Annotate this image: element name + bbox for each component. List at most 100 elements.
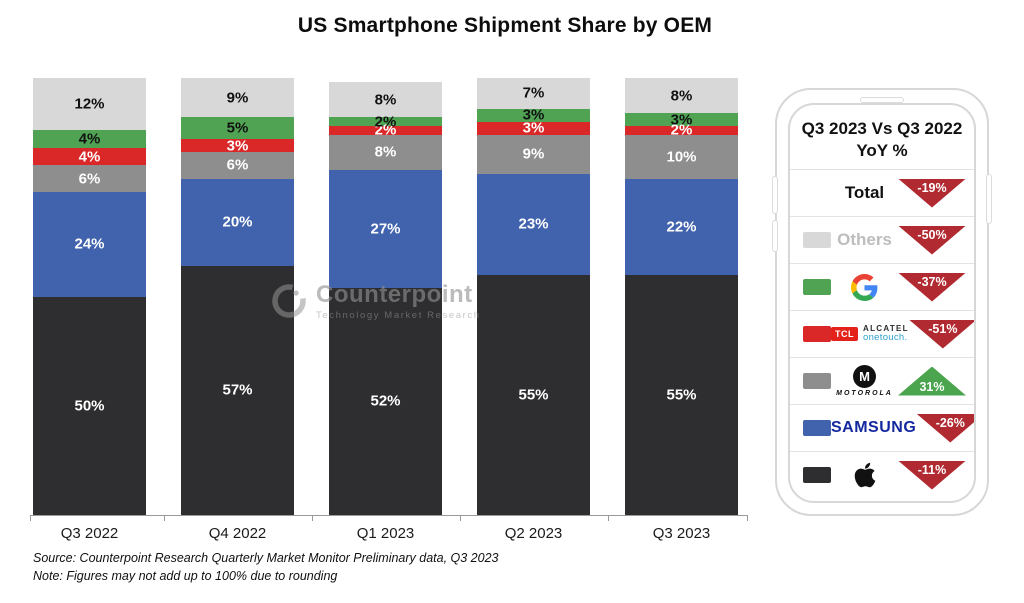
segment-value-label: 5% (226, 119, 249, 137)
total-label: Total (844, 183, 885, 202)
yoy-down-triangle: -37% (898, 272, 966, 302)
x-axis-label: Q2 2023 (504, 525, 563, 542)
bar-segment-motorola: 8% (329, 134, 442, 170)
bar-segment-others: 8% (329, 82, 442, 118)
axis-tick (747, 515, 748, 521)
segment-value-label: 27% (370, 220, 401, 238)
bar-segment-samsung: 24% (33, 191, 146, 297)
stacked-bar: 52% 27% 8% 2% 2% 8% (329, 82, 442, 515)
yoy-value: -11% (917, 462, 947, 477)
note-text: Note: Figures may not add up to 100% due… (33, 569, 338, 584)
yoy-down-triangle: -51% (908, 319, 974, 349)
segment-value-label: 23% (518, 215, 549, 233)
bar-segment-google: 3% (625, 111, 738, 129)
x-axis-label: Q3 2023 (652, 525, 711, 542)
segment-value-label: 57% (222, 381, 253, 399)
bar-segment-tcl: 2% (329, 123, 442, 138)
panel-row-tcl-alcatel: TCL ALCATEL onetouch. -51% (790, 310, 974, 357)
stacked-bar: 55% 22% 10% 2% 3% 8% (625, 78, 738, 515)
panel-row-google: -37% (790, 263, 974, 310)
yoy-down-triangle: -50% (898, 225, 966, 255)
bar-segment-tcl: 2% (625, 121, 738, 139)
panel-title: Q3 2023 Vs Q3 2022 YoY % (790, 105, 974, 169)
segment-value-label: 8% (670, 87, 693, 105)
bar-segment-samsung: 20% (181, 178, 294, 266)
yoy-up-triangle: 31% (898, 366, 966, 396)
panel-row-motorola: M MOTOROLA 31% (790, 357, 974, 404)
segment-value-label: 3% (522, 119, 545, 137)
bar-segment-tcl: 3% (181, 137, 294, 155)
bar-segment-samsung: 23% (477, 174, 590, 275)
alcatel-logo-text: ALCATEL (863, 323, 909, 333)
panel-title-line2: YoY % (856, 141, 908, 161)
bar-segment-apple: 52% (329, 287, 442, 515)
phone-side-button (772, 176, 778, 214)
phone-side-button (772, 220, 778, 252)
segment-value-label: 55% (518, 386, 549, 404)
segment-value-label: 12% (74, 95, 105, 113)
swatch-none (803, 185, 831, 201)
bar-segment-apple: 55% (625, 274, 738, 515)
segment-value-label: 9% (226, 89, 249, 107)
segment-value-label: 3% (670, 111, 693, 129)
yoy-down-triangle: -26% (916, 413, 974, 443)
yoy-comparison-panel: Q3 2023 Vs Q3 2022 YoY % Total -19% Othe… (772, 88, 992, 516)
bar-segment-apple: 57% (181, 265, 294, 515)
axis-tick (607, 515, 609, 521)
source-text: Source: Counterpoint Research Quarterly … (33, 551, 499, 565)
segment-value-label: 22% (666, 218, 697, 236)
motorola-wordmark: MOTOROLA (836, 390, 893, 397)
segment-value-label: 2% (374, 113, 397, 131)
yoy-value: -51% (928, 321, 958, 336)
phone-side-button (986, 174, 992, 224)
motorola-logo: M MOTOROLA (836, 365, 893, 397)
bar-segment-others: 8% (625, 78, 738, 113)
segment-value-label: 3% (522, 106, 545, 124)
yoy-value: -19% (917, 180, 947, 195)
apple-swatch (803, 467, 831, 483)
axis-tick (459, 515, 461, 521)
segment-value-label: 6% (226, 156, 249, 174)
segment-value-label: 7% (522, 84, 545, 102)
stacked-bar: 55% 23% 9% 3% 3% 7% (477, 78, 590, 515)
x-axis-line (30, 515, 748, 516)
stacked-bar: 57% 20% 6% 3% 5% 9% (181, 78, 294, 515)
segment-value-label: 52% (370, 392, 401, 410)
segment-value-label: 20% (222, 213, 253, 231)
chart-title: US Smartphone Shipment Share by OEM (297, 14, 713, 37)
panel-row-samsung: SAMSUNG -26% (790, 404, 974, 451)
segment-value-label: 3% (226, 137, 249, 155)
bar-segment-apple: 50% (33, 296, 146, 515)
segment-value-label: 8% (374, 91, 397, 109)
samsung-swatch (803, 420, 831, 436)
bar-segment-motorola: 9% (477, 134, 590, 175)
apple-logo-icon (854, 462, 875, 488)
others-swatch (803, 232, 831, 248)
samsung-wordmark: SAMSUNG (831, 419, 917, 436)
bar-segment-apple: 55% (477, 274, 590, 515)
bar-segment-google: 2% (329, 113, 442, 131)
segment-value-label: 24% (74, 235, 105, 253)
segment-value-label: 55% (666, 386, 697, 404)
yoy-down-triangle: -19% (898, 178, 966, 208)
motorola-swatch (803, 373, 831, 389)
onetouch-logo-text: onetouch. (863, 332, 908, 344)
bar-segment-google: 3% (477, 106, 590, 124)
bar-segment-others: 9% (181, 78, 294, 118)
footer: Source: Counterpoint Research Quarterly … (33, 549, 499, 585)
bar-segment-google: 4% (33, 130, 146, 148)
yoy-value: 31% (919, 379, 945, 394)
segment-value-label: 2% (670, 121, 693, 139)
axis-tick (163, 515, 165, 521)
x-axis-label: Q1 2023 (356, 525, 415, 542)
panel-row-others: Others -50% (790, 216, 974, 263)
bar-segment-motorola: 6% (181, 152, 294, 179)
axis-tick (30, 515, 31, 521)
plot-area: 50% 24% 6% 4% 4% 12% 57% 20% 6% 3% 5% 9% 52% 27% 8% 2% 2… (30, 78, 748, 515)
bar-segment-motorola: 6% (33, 165, 146, 192)
segment-value-label: 4% (78, 130, 101, 148)
yoy-value: -50% (917, 227, 947, 242)
bar-segment-samsung: 22% (625, 178, 738, 275)
bar-segment-google: 5% (181, 117, 294, 140)
